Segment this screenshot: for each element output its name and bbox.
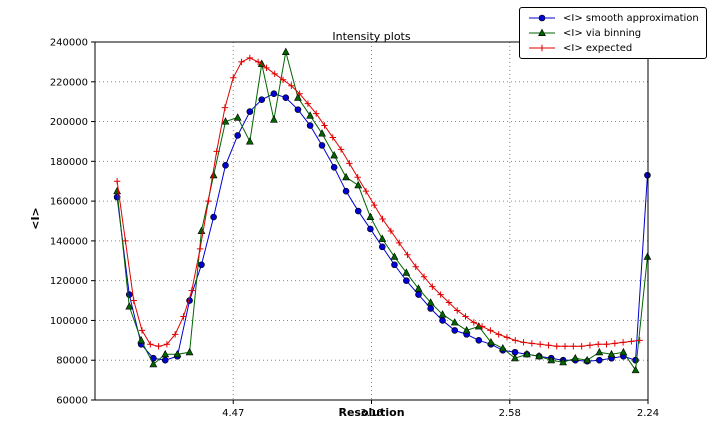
x-tick-label: 4.47 bbox=[222, 408, 244, 419]
series-triangle bbox=[113, 47, 652, 374]
legend-label: <I> smooth approximation bbox=[563, 12, 699, 24]
y-tick-label: 120000 bbox=[50, 276, 88, 287]
series-plus bbox=[113, 54, 643, 350]
chart-title: Intensity plots bbox=[332, 30, 411, 43]
legend-item: <I> via binning bbox=[527, 27, 699, 39]
legend-label: <I> expected bbox=[563, 42, 633, 54]
y-tick-label: 220000 bbox=[50, 77, 88, 88]
x-axis-label: Resolution bbox=[338, 406, 405, 419]
y-tick-label: 160000 bbox=[50, 197, 88, 208]
y-tick-label: 140000 bbox=[50, 236, 88, 247]
legend-plus-icon bbox=[529, 44, 555, 52]
y-tick-label: 180000 bbox=[50, 157, 88, 168]
legend-triangle-icon bbox=[529, 28, 555, 36]
legend-item: <I> expected bbox=[527, 42, 699, 54]
legend-label: <I> via binning bbox=[563, 27, 642, 39]
y-tick-label: 80000 bbox=[56, 356, 88, 367]
y-tick-label: 200000 bbox=[50, 117, 88, 128]
y-axis-label: <I> bbox=[28, 207, 42, 230]
x-tick-label: 2.24 bbox=[637, 408, 659, 419]
series-circle bbox=[113, 90, 651, 365]
y-tick-label: 240000 bbox=[50, 38, 88, 49]
x-tick-label: 3.16 bbox=[360, 408, 382, 419]
y-tick-label: 60000 bbox=[56, 396, 88, 407]
x-tick-label: 2.58 bbox=[499, 408, 521, 419]
y-tick-label: 100000 bbox=[50, 316, 88, 327]
legend-item: <I> smooth approximation bbox=[527, 12, 699, 24]
legend: <I> smooth approximation <I> via binning <… bbox=[519, 7, 707, 59]
legend-circle-icon bbox=[529, 14, 555, 22]
